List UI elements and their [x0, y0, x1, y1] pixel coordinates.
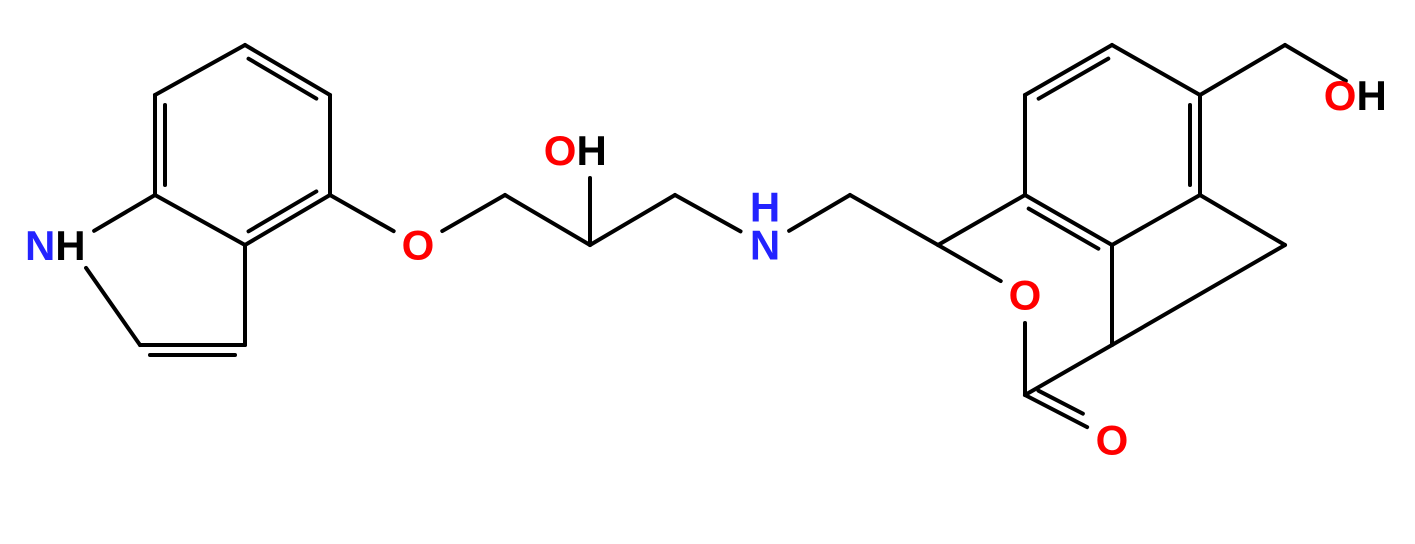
o-atom-label: OH: [1324, 72, 1387, 119]
bond: [1025, 195, 1112, 249]
svg-text:NH: NH: [25, 222, 86, 269]
svg-text:O: O: [1096, 417, 1129, 464]
bond: [155, 95, 165, 195]
bond: [675, 195, 741, 231]
bond: [590, 195, 675, 245]
bond: [442, 195, 505, 231]
bond: [938, 195, 1025, 245]
n-atom-label: HN: [750, 184, 780, 269]
bond: [938, 245, 1001, 281]
n-atom-label: NH: [25, 222, 86, 269]
bond: [789, 195, 850, 231]
bond: [1025, 45, 1112, 99]
bond: [1025, 345, 1112, 395]
bond: [1200, 45, 1285, 95]
bond: [140, 345, 245, 355]
chemical-structure-diagram: NH O OH HN O O OH: [0, 0, 1415, 544]
svg-text:O: O: [402, 222, 435, 269]
svg-text:OH: OH: [1324, 72, 1387, 119]
bond: [245, 191, 330, 245]
bond: [1025, 391, 1087, 427]
svg-text:N: N: [750, 222, 780, 269]
o-atom-label: O: [1009, 272, 1042, 319]
o-atom-label: OH: [544, 127, 607, 174]
bond: [1112, 195, 1200, 245]
bond: [1112, 45, 1200, 95]
o-atom-label: O: [1096, 417, 1129, 464]
svg-text:OH: OH: [544, 127, 607, 174]
bonds-layer: [86, 45, 1346, 427]
bond: [330, 195, 394, 231]
bond: [1112, 245, 1285, 345]
bond: [1200, 195, 1285, 245]
svg-text:O: O: [1009, 272, 1042, 319]
bond: [155, 195, 245, 245]
o-atom-label: O: [402, 222, 435, 269]
bond: [850, 195, 938, 245]
bond: [155, 45, 245, 95]
bond: [86, 268, 140, 345]
bond: [1190, 95, 1200, 195]
bond: [505, 195, 590, 245]
bond: [94, 195, 155, 231]
atoms-layer: NH O OH HN O O OH: [25, 72, 1387, 464]
bond: [245, 45, 330, 99]
